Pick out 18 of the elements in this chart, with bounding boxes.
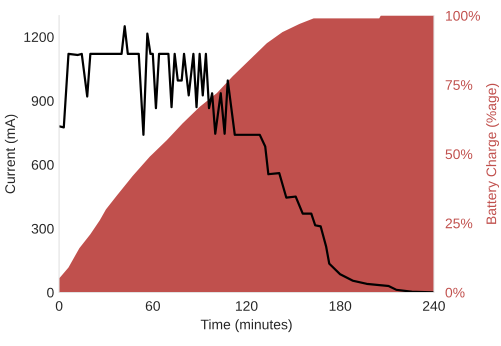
y-axis-title: Current (mA) [4, 114, 18, 194]
y-tick-label: 1200 [24, 32, 54, 42]
y2-tick-label: 100% [446, 10, 480, 21]
y2-tick-label: 25% [446, 218, 472, 228]
y-tick-label: 600 [32, 160, 54, 170]
x-tick-label: 120 [236, 301, 258, 311]
y-tick-label: 300 [32, 224, 54, 234]
x-tick-label: 240 [422, 301, 445, 311]
x-tick-label: 180 [330, 301, 352, 311]
y2-tick-label: 0% [446, 288, 465, 298]
y2-tick-label: 75% [446, 80, 472, 90]
x-tick-label: 60 [146, 301, 160, 311]
y2-tick-label: 50% [446, 149, 472, 160]
y-tick-label: 0 [47, 288, 54, 298]
x-axis-title: Time (minutes) [200, 319, 292, 332]
y-tick-label: 900 [32, 96, 54, 106]
y2-axis-title: Battery Charge (%age) [486, 84, 499, 224]
x-tick-label: 0 [56, 301, 62, 311]
